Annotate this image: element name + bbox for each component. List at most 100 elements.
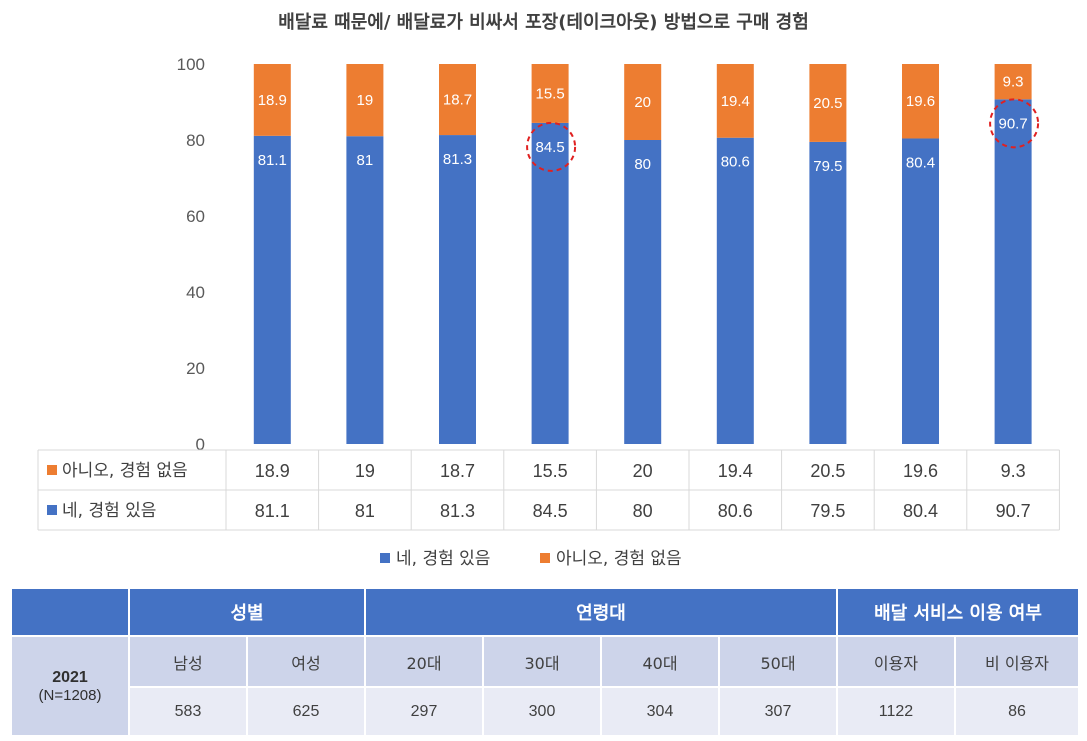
value-users: 1122 xyxy=(836,686,956,737)
bar-segment xyxy=(716,64,754,138)
table-value-cell: 79.5 xyxy=(810,501,845,521)
group-header-age: 연령대 xyxy=(364,587,838,637)
bar-value-label: 80.4 xyxy=(906,154,935,171)
table-value-cell: 9.3 xyxy=(1001,461,1026,481)
table-value-cell: 19.4 xyxy=(718,461,753,481)
sample-demographics-table: 성별 연령대 배달 서비스 이용 여부 2021 (N=1208) 남성 여성 … xyxy=(10,587,1080,737)
bar-value-label: 81.1 xyxy=(258,152,287,169)
y-axis: 0 20 40 60 80 100 xyxy=(177,55,205,454)
bars-group: 81.1 18.9 81 19 81.3 18.7 84.5 15.5 80 20 80.6 19.4… xyxy=(253,64,1040,445)
y-tick-label: 80 xyxy=(186,131,205,150)
subheader-male: 남성 xyxy=(128,635,248,688)
bar-segment xyxy=(902,138,939,445)
table-value-cell: 20.5 xyxy=(810,461,845,481)
table-value-cell: 19 xyxy=(355,461,375,481)
subheader-30s: 30대 xyxy=(482,635,602,688)
bar-value-label: 18.9 xyxy=(258,92,287,109)
table-value-cell: 20 xyxy=(633,461,653,481)
bar-value-label: 19 xyxy=(357,92,374,109)
bar-value-label: 80.6 xyxy=(721,154,750,171)
bar-value-label: 20.5 xyxy=(813,95,842,112)
table-value-cell: 90.7 xyxy=(996,501,1031,521)
bar-segment xyxy=(716,137,754,444)
highlight-circle xyxy=(526,121,577,172)
year-sample-cell: 2021 (N=1208) xyxy=(10,635,130,737)
group-header-gender: 성별 xyxy=(128,587,366,637)
highlight-circle xyxy=(989,98,1040,149)
bar-segment xyxy=(809,141,847,444)
value-50s: 307 xyxy=(718,686,838,737)
y-tick-label: 20 xyxy=(186,359,205,378)
sample-size-label: (N=1208) xyxy=(38,686,102,704)
value-female: 625 xyxy=(246,686,366,737)
legend-label: 네, 경험 있음 xyxy=(396,549,490,569)
subheader-female: 여성 xyxy=(246,635,366,688)
table-value-cell: 81.1 xyxy=(255,501,290,521)
value-20s: 297 xyxy=(364,686,484,737)
subheader-50s: 50대 xyxy=(718,635,838,688)
bar-segment xyxy=(346,64,384,137)
table-value-cell: 18.9 xyxy=(255,461,290,481)
bar-value-label: 9.3 xyxy=(1003,74,1024,91)
table-value-cell: 80.6 xyxy=(718,501,753,521)
table-value-cell: 19.6 xyxy=(903,461,938,481)
bar-value-label: 19.4 xyxy=(721,93,750,110)
table-value-cell: 15.5 xyxy=(533,461,568,481)
legend-swatch xyxy=(380,553,390,563)
group-header-delivery-use: 배달 서비스 이용 여부 xyxy=(836,587,1080,637)
bar-segment xyxy=(439,64,476,136)
bar-value-label: 81 xyxy=(357,152,374,169)
bar-value-label: 81.3 xyxy=(443,151,472,168)
bar-segment xyxy=(531,122,569,445)
table-value-cell: 80 xyxy=(633,501,653,521)
chart-title: 배달료 때문에/ 배달료가 비싸서 포장(테이크아웃) 방법으로 구매 경험 xyxy=(278,12,809,33)
subheader-20s: 20대 xyxy=(364,635,484,688)
stacked-bar-chart: 0 20 40 60 80 100 81.1 18.9 81 19 81.3 18.7 84.5 15.… xyxy=(37,55,1060,569)
year-label: 2021 xyxy=(52,668,88,686)
bar-segment xyxy=(531,64,569,123)
subheader-non-users: 비 이용자 xyxy=(954,635,1080,688)
table-value-cell: 81 xyxy=(355,501,375,521)
bar-value-label: 19.6 xyxy=(906,93,935,110)
row-legend-key xyxy=(47,465,57,475)
value-non-users: 86 xyxy=(954,686,1080,737)
bar-value-label: 90.7 xyxy=(998,115,1027,132)
y-tick-label: 100 xyxy=(177,55,205,74)
bar-value-label: 20 xyxy=(634,94,651,111)
bar-segment xyxy=(253,135,291,444)
bar-value-label: 79.5 xyxy=(813,158,842,175)
bar-segment xyxy=(624,140,662,444)
y-tick-label: 60 xyxy=(186,207,205,226)
row-header-label: 네, 경험 있음 xyxy=(62,501,156,521)
y-tick-label: 0 xyxy=(196,435,205,454)
chart-data-table: 아니오, 경험 없음 18.9 19 18.7 15.5 20 19.4 20.5 19.6 9.… xyxy=(37,449,1060,531)
table-value-cell: 84.5 xyxy=(533,501,568,521)
subheader-40s: 40대 xyxy=(600,635,720,688)
table-corner-cell xyxy=(10,587,130,637)
bar-segment xyxy=(439,135,476,444)
bar-segment xyxy=(253,64,291,136)
table-value-cell: 81.3 xyxy=(440,501,475,521)
bar-segment xyxy=(902,64,939,139)
bar-value-label: 15.5 xyxy=(535,85,564,102)
bar-value-label: 18.7 xyxy=(443,92,472,109)
table-value-cell: 18.7 xyxy=(440,461,475,481)
row-header-label: 아니오, 경험 없음 xyxy=(62,461,188,481)
value-30s: 300 xyxy=(482,686,602,737)
subheader-users: 이용자 xyxy=(836,635,956,688)
legend-label: 아니오, 경험 없음 xyxy=(556,549,682,569)
y-tick-label: 40 xyxy=(186,283,205,302)
bar-segment xyxy=(994,99,1032,444)
bar-segment xyxy=(346,136,384,444)
bar-segment xyxy=(994,64,1032,100)
bar-value-label: 84.5 xyxy=(535,139,564,156)
bar-segment xyxy=(624,64,662,140)
row-legend-key xyxy=(47,505,57,515)
bar-value-label: 80 xyxy=(634,156,651,173)
legend-swatch xyxy=(540,553,550,563)
chart-legend: 네, 경험 있음 아니오, 경험 없음 xyxy=(380,549,682,569)
table-value-cell: 80.4 xyxy=(903,501,938,521)
value-male: 583 xyxy=(128,686,248,737)
bar-segment xyxy=(809,64,847,142)
value-40s: 304 xyxy=(600,686,720,737)
